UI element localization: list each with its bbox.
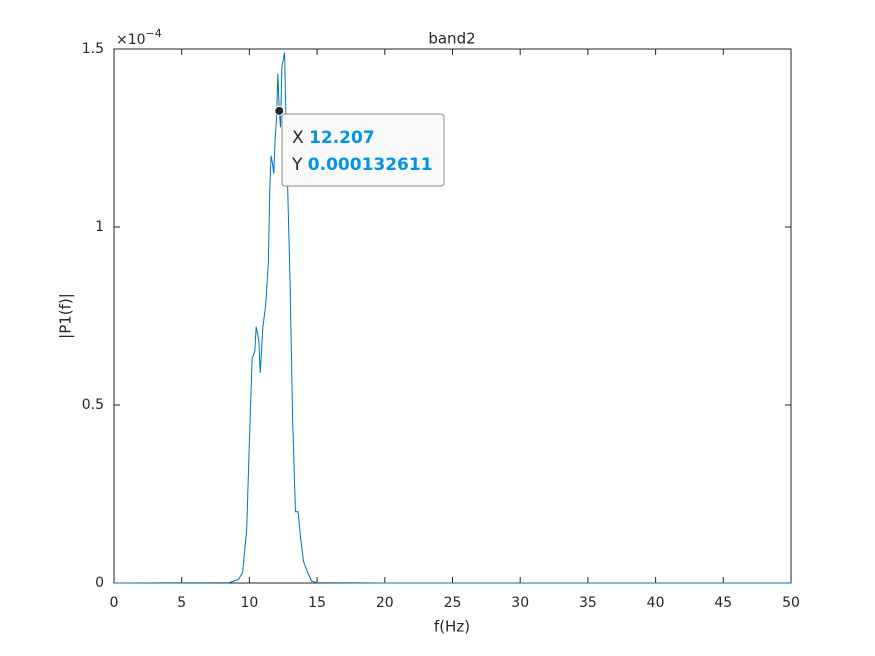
exponent-base: ×10 (116, 32, 146, 48)
data-line (113, 52, 791, 584)
x-tick-label: 45 (714, 595, 732, 611)
x-tick-label: 30 (511, 595, 529, 611)
datatip-marker (274, 105, 285, 116)
datatip-x-value: 12.207 (309, 128, 375, 148)
x-tick-label: 5 (177, 595, 186, 611)
y-tick-label: 1.5 (82, 41, 104, 57)
x-axis-label: f(Hz) (434, 618, 470, 636)
x-tick-label: 15 (308, 595, 326, 611)
x-tick-label: 10 (240, 595, 258, 611)
x-tick-label: 50 (782, 595, 800, 611)
y-axis-label: |P1(f)| (57, 293, 75, 339)
datatip-y: Y 0.000132611 (291, 155, 433, 175)
datatip-x-label: X (292, 128, 304, 148)
x-tick-label: 0 (110, 595, 119, 611)
x-tick-label: 40 (647, 595, 665, 611)
marks: 0 5 10 15 20 25 30 35 40 45 50 0 0.5 1 1.5 (82, 41, 800, 611)
x-tick-label: 35 (579, 595, 597, 611)
x-tick-label: 25 (444, 595, 462, 611)
datatip-box (281, 113, 445, 187)
x-tick-label: 20 (376, 595, 394, 611)
plot-area (113, 48, 792, 584)
datatip-y-label: Y (291, 155, 303, 175)
y-tick-label: 1 (95, 219, 104, 235)
y-tick-label: 0.5 (82, 397, 104, 413)
chart-title: band2 (428, 30, 475, 48)
datatip-x: X 12.207 (292, 128, 375, 148)
datatip-y-value: 0.000132611 (308, 155, 433, 175)
y-tick-label: 0 (95, 575, 104, 591)
y-exponent: ×10−4 (116, 27, 162, 48)
exponent-power: −4 (146, 27, 162, 40)
datatip: X 12.207 Y 0.000132611 (274, 105, 445, 187)
